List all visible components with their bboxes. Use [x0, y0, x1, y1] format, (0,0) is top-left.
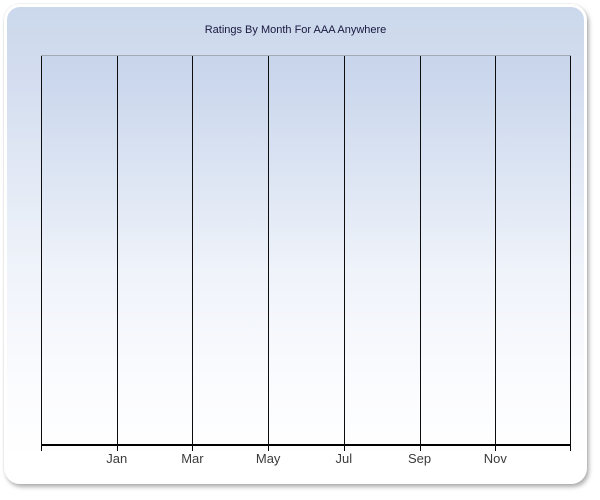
vertical-gridline	[116, 56, 118, 446]
x-axis-tick	[116, 446, 118, 451]
vertical-gridline	[268, 56, 270, 446]
plot-area: Jan Mar May Jul Sep Nov	[41, 55, 571, 466]
x-axis-tick	[41, 446, 42, 451]
x-axis-tick	[495, 446, 497, 451]
chart-panel: Ratings By Month For AAA Anywhere Jan Mar…	[4, 4, 587, 484]
x-axis-tick	[570, 446, 571, 451]
vertical-gridline	[570, 56, 571, 446]
vertical-gridline	[343, 56, 345, 446]
x-tick-label: Jan	[106, 451, 128, 466]
vertical-gridline	[419, 56, 421, 446]
x-axis-tick	[419, 446, 421, 451]
vertical-gridline	[192, 56, 194, 446]
x-tick-label: Nov	[483, 451, 507, 466]
vertical-gridline	[41, 56, 42, 446]
x-axis-tick	[192, 446, 194, 451]
vertical-gridline	[495, 56, 497, 446]
x-tick-label: Mar	[181, 451, 204, 466]
x-tick-label: Sep	[407, 451, 432, 466]
x-tick-label: May	[255, 451, 281, 466]
x-axis-tick	[268, 446, 270, 451]
x-tick-label: Jul	[335, 451, 353, 466]
chart-title: Ratings By Month For AAA Anywhere	[204, 24, 387, 36]
x-axis-line	[41, 444, 571, 446]
x-axis-tick	[343, 446, 345, 451]
